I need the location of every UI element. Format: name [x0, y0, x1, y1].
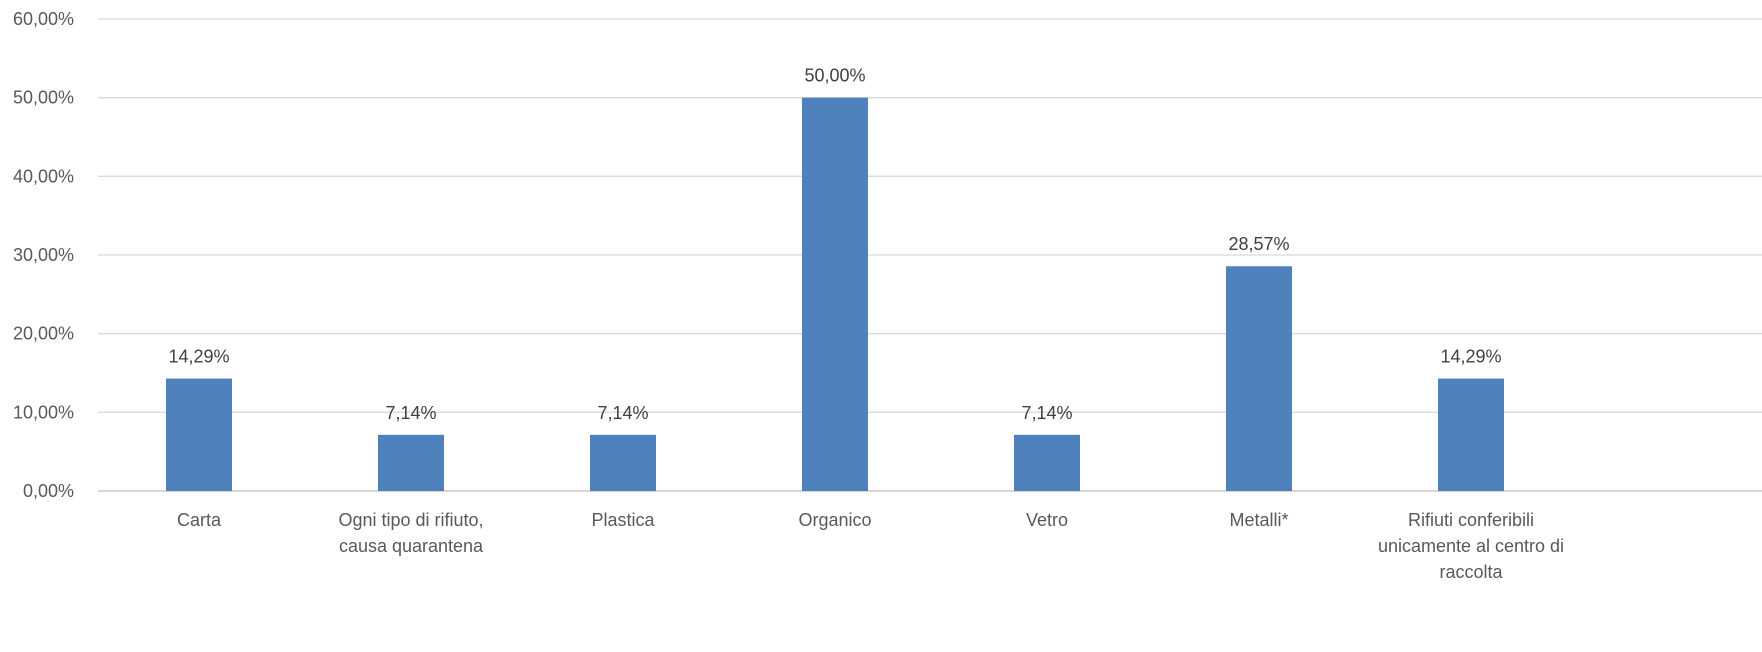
category-label: Vetro: [1026, 510, 1068, 530]
category-label: Metalli*: [1229, 510, 1288, 530]
category-label: Carta: [177, 510, 222, 530]
data-label: 7,14%: [1021, 403, 1072, 423]
y-axis-tick-labels: 0,00% 10,00% 20,00% 30,00% 40,00% 50,00% 60,00…: [13, 9, 74, 501]
category-label: Organico: [798, 510, 871, 530]
y-tick-label: 30,00%: [13, 245, 74, 265]
bar: [1226, 266, 1292, 491]
y-tick-label: 10,00%: [13, 402, 74, 422]
bar: [378, 434, 444, 491]
bar: [590, 434, 656, 491]
category-label: Ogni tipo di rifiuto, causa quarantena: [338, 510, 484, 556]
x-axis-category-labels: Carta Ogni tipo di rifiuto, causa quarante…: [177, 510, 1564, 582]
y-tick-label: 0,00%: [23, 481, 74, 501]
data-labels: 14,29% 7,14% 7,14% 50,00% 7,14% 28,57% 14,29%: [168, 66, 1501, 423]
data-label: 7,14%: [385, 403, 436, 423]
data-label: 50,00%: [804, 66, 865, 86]
data-label: 14,29%: [168, 347, 229, 367]
bar: [1014, 434, 1080, 491]
gridlines: [98, 18, 1762, 492]
y-tick-label: 50,00%: [13, 88, 74, 108]
data-label: 7,14%: [597, 403, 648, 423]
data-label: 14,29%: [1440, 347, 1501, 367]
y-tick-label: 40,00%: [13, 166, 74, 186]
bars: [166, 97, 1504, 492]
bar: [166, 378, 232, 491]
bar: [1438, 378, 1504, 491]
category-label: Plastica: [591, 510, 655, 530]
y-tick-label: 60,00%: [13, 9, 74, 29]
y-tick-label: 20,00%: [13, 324, 74, 344]
bar: [802, 97, 868, 492]
data-label: 28,57%: [1228, 234, 1289, 254]
category-label: Rifiuti conferibili unicamente al centro …: [1378, 510, 1564, 582]
